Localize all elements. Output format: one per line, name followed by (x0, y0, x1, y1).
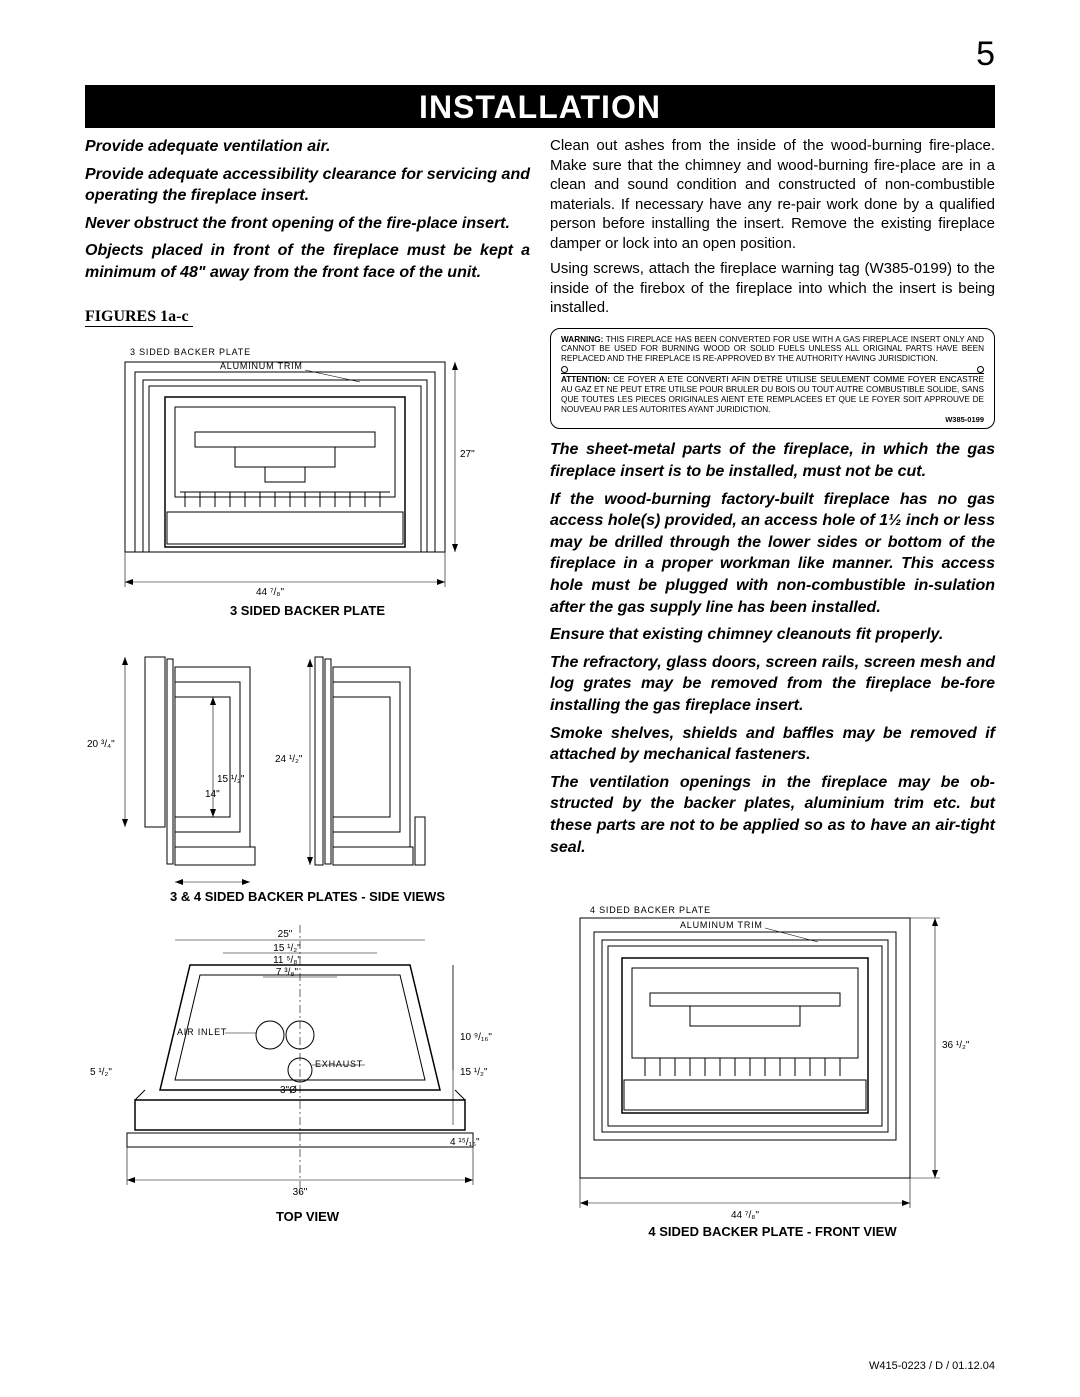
fig-c-d41516: 4 ¹⁵/₁₆" (450, 1137, 480, 1148)
right-p8: The ventilation openings in the fireplac… (550, 772, 995, 858)
title-bar: INSTALLATION (85, 85, 995, 128)
fig-c-d1158: 11 ⁵/₈" (273, 955, 301, 966)
fig-b-dim-depth: 14" (205, 789, 220, 800)
figure-d-svg: 4 SIDED BACKER PLATE ALUMINUM TRIM 36 ¹/… (550, 898, 980, 1228)
fig-d-backer-label: 4 SIDED BACKER PLATE (590, 905, 711, 915)
fig-c-d10916: 10 ⁹/₁₆" (460, 1032, 492, 1043)
figure-d-caption: 4 SIDED BACKER PLATE - FRONT VIEW (550, 1224, 995, 1239)
fig-a-dim-w: 44 ⁷/₈" (256, 587, 284, 598)
fig-d-dim-w: 44 ⁷/₈" (731, 1210, 759, 1221)
figures-label: FIGURES 1a-c (85, 308, 193, 327)
figure-d-4sided-front: 4 SIDED BACKER PLATE ALUMINUM TRIM 36 ¹/… (550, 898, 995, 1238)
safety-p4: Objects placed in front of the fireplace… (85, 240, 530, 283)
fig-c-exhaust: EXHAUST (315, 1059, 363, 1069)
figure-c-caption: TOP VIEW (85, 1209, 530, 1224)
fig-c-d1512r: 15 ¹/₂" (460, 1067, 488, 1078)
warning-code: W385-0199 (561, 415, 984, 424)
fig-b-dim-inner: 15 ¹/₂" (217, 774, 245, 785)
fig-b-dim-right: 24 ¹/₂" (275, 754, 303, 765)
right-p5: Ensure that existing chimney cleanouts f… (550, 624, 995, 646)
safety-p1: Provide adequate ventilation air. (85, 136, 530, 158)
warning-en: THIS FIREPLACE HAS BEEN CONVERTED FOR US… (561, 335, 984, 364)
fig-a-backer-label: 3 SIDED BACKER PLATE (130, 347, 251, 357)
figure-a-svg: 3 SIDED BACKER PLATE ALUMINUM TRIM 27" 4… (85, 337, 505, 607)
two-column-layout: Provide adequate ventilation air. Provid… (85, 136, 995, 1246)
safety-p2: Provide adequate accessibility clearance… (85, 164, 530, 207)
footer-code: W415-0223 / D / 01.12.04 (869, 1360, 995, 1372)
page-container: 5 INSTALLATION Provide adequate ventilat… (0, 0, 1080, 1397)
fig-c-d25: 25" (278, 929, 293, 940)
right-p2: Using screws, attach the fireplace warni… (550, 259, 995, 318)
figure-b-caption: 3 & 4 SIDED BACKER PLATES - SIDE VIEWS (85, 889, 530, 904)
figure-c-svg: 25" 15 ¹/₂" 11 ⁵/₈" 7 ³/₈" AIR INLET EXH… (85, 915, 515, 1215)
fig-b-dim-left: 20 ³/₄" (87, 739, 115, 750)
fig-d-dim-h: 36 ¹/₂" (942, 1040, 970, 1051)
fig-c-d3: 3"Ø (280, 1085, 297, 1096)
right-p6: The refractory, glass doors, screen rail… (550, 652, 995, 717)
right-p1: Clean out ashes from the inside of the w… (550, 136, 995, 253)
figure-c-top-view: 25" 15 ¹/₂" 11 ⁵/₈" 7 ³/₈" AIR INLET EXH… (85, 915, 530, 1225)
fig-d-trim-label: ALUMINUM TRIM (680, 920, 763, 930)
fig-c-airinlet: AIR INLET (177, 1027, 227, 1037)
figure-b-svg: 20 ³/₄" 24 ¹/₂" 15 ¹/₂" (85, 637, 505, 897)
fig-a-dim-h: 27" (460, 449, 475, 460)
safety-p3: Never obstruct the front opening of the … (85, 213, 530, 235)
right-p7: Smoke shelves, shields and baffles may b… (550, 723, 995, 766)
figure-a-caption: 3 SIDED BACKER PLATE (85, 603, 530, 618)
warning-fr: CE FOYER A ETE CONVERTI AFIN D'ETRE UTIL… (561, 375, 984, 414)
left-column: Provide adequate ventilation air. Provid… (85, 136, 530, 1246)
right-column: Clean out ashes from the inside of the w… (550, 136, 995, 1246)
figure-a-3sided-front: 3 SIDED BACKER PLATE ALUMINUM TRIM 27" 4… (85, 337, 530, 607)
warning-tag-box: WARNING: THIS FIREPLACE HAS BEEN CONVERT… (550, 328, 995, 430)
fig-c-d1512: 15 ¹/₂" (273, 943, 301, 954)
fig-c-d738: 7 ³/₈" (276, 967, 299, 978)
fig-c-d36: 36" (293, 1187, 308, 1198)
right-p3: The sheet-metal parts of the fireplace, … (550, 439, 995, 482)
figure-b-side-views: 20 ³/₄" 24 ¹/₂" 15 ¹/₂" (85, 637, 530, 907)
fig-a-trim-label: ALUMINUM TRIM (220, 361, 303, 371)
page-number: 5 (976, 35, 995, 74)
fig-c-d512: 5 ¹/₂" (90, 1067, 112, 1078)
right-p4: If the wood-burning factory-built firepl… (550, 489, 995, 619)
